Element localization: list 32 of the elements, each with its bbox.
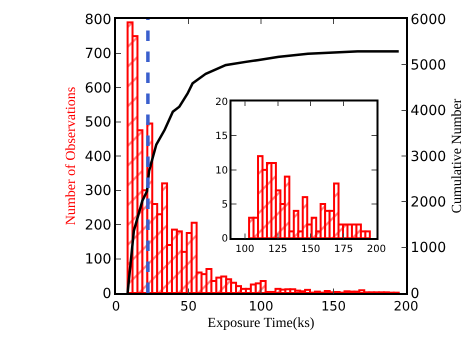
x-tick-label: 200: [366, 244, 386, 255]
y-tick-label: 15: [215, 131, 228, 142]
y-tick-label: 800: [84, 12, 112, 28]
x-tick-label: 100: [248, 299, 274, 314]
y2-tick-label: 6000: [410, 12, 446, 28]
y2-axis-title: Cumulative Number: [450, 98, 465, 214]
x-tick-label: 100: [235, 244, 254, 255]
y-tick-label: 600: [84, 80, 112, 96]
x-tick-label: 150: [301, 244, 320, 255]
y2-tick-label: 2000: [410, 194, 446, 211]
y2-tick-label: 1000: [410, 240, 446, 256]
y2-tick-label: 0: [410, 286, 420, 302]
y-tick-label: 5: [222, 200, 228, 211]
x-tick-label: 150: [321, 299, 346, 314]
y-tick-label: 0: [102, 286, 112, 302]
y-tick-label: 400: [84, 148, 112, 165]
y2-tick-label: 3000: [410, 148, 446, 165]
x-axis-title: Exposure Time(ks): [208, 316, 315, 332]
y-tick-label: 500: [84, 114, 112, 131]
y-tick-label: 200: [84, 217, 112, 234]
x-tick-label: 175: [334, 244, 354, 255]
y2-tick-label: 4000: [410, 103, 446, 120]
x-tick-label: 50: [180, 299, 197, 314]
y-tick-label: 300: [84, 183, 112, 200]
x-tick-label: 200: [394, 299, 418, 314]
x-tick-label: 125: [268, 244, 288, 255]
y-axis-title: Number of Observations: [64, 86, 79, 226]
y-tick-label: 20: [215, 96, 228, 108]
y-tick-label: 700: [84, 46, 112, 62]
y2-tick-label: 5000: [410, 58, 446, 74]
y-tick-label: 0: [222, 234, 228, 245]
y-tick-label: 10: [215, 165, 228, 176]
